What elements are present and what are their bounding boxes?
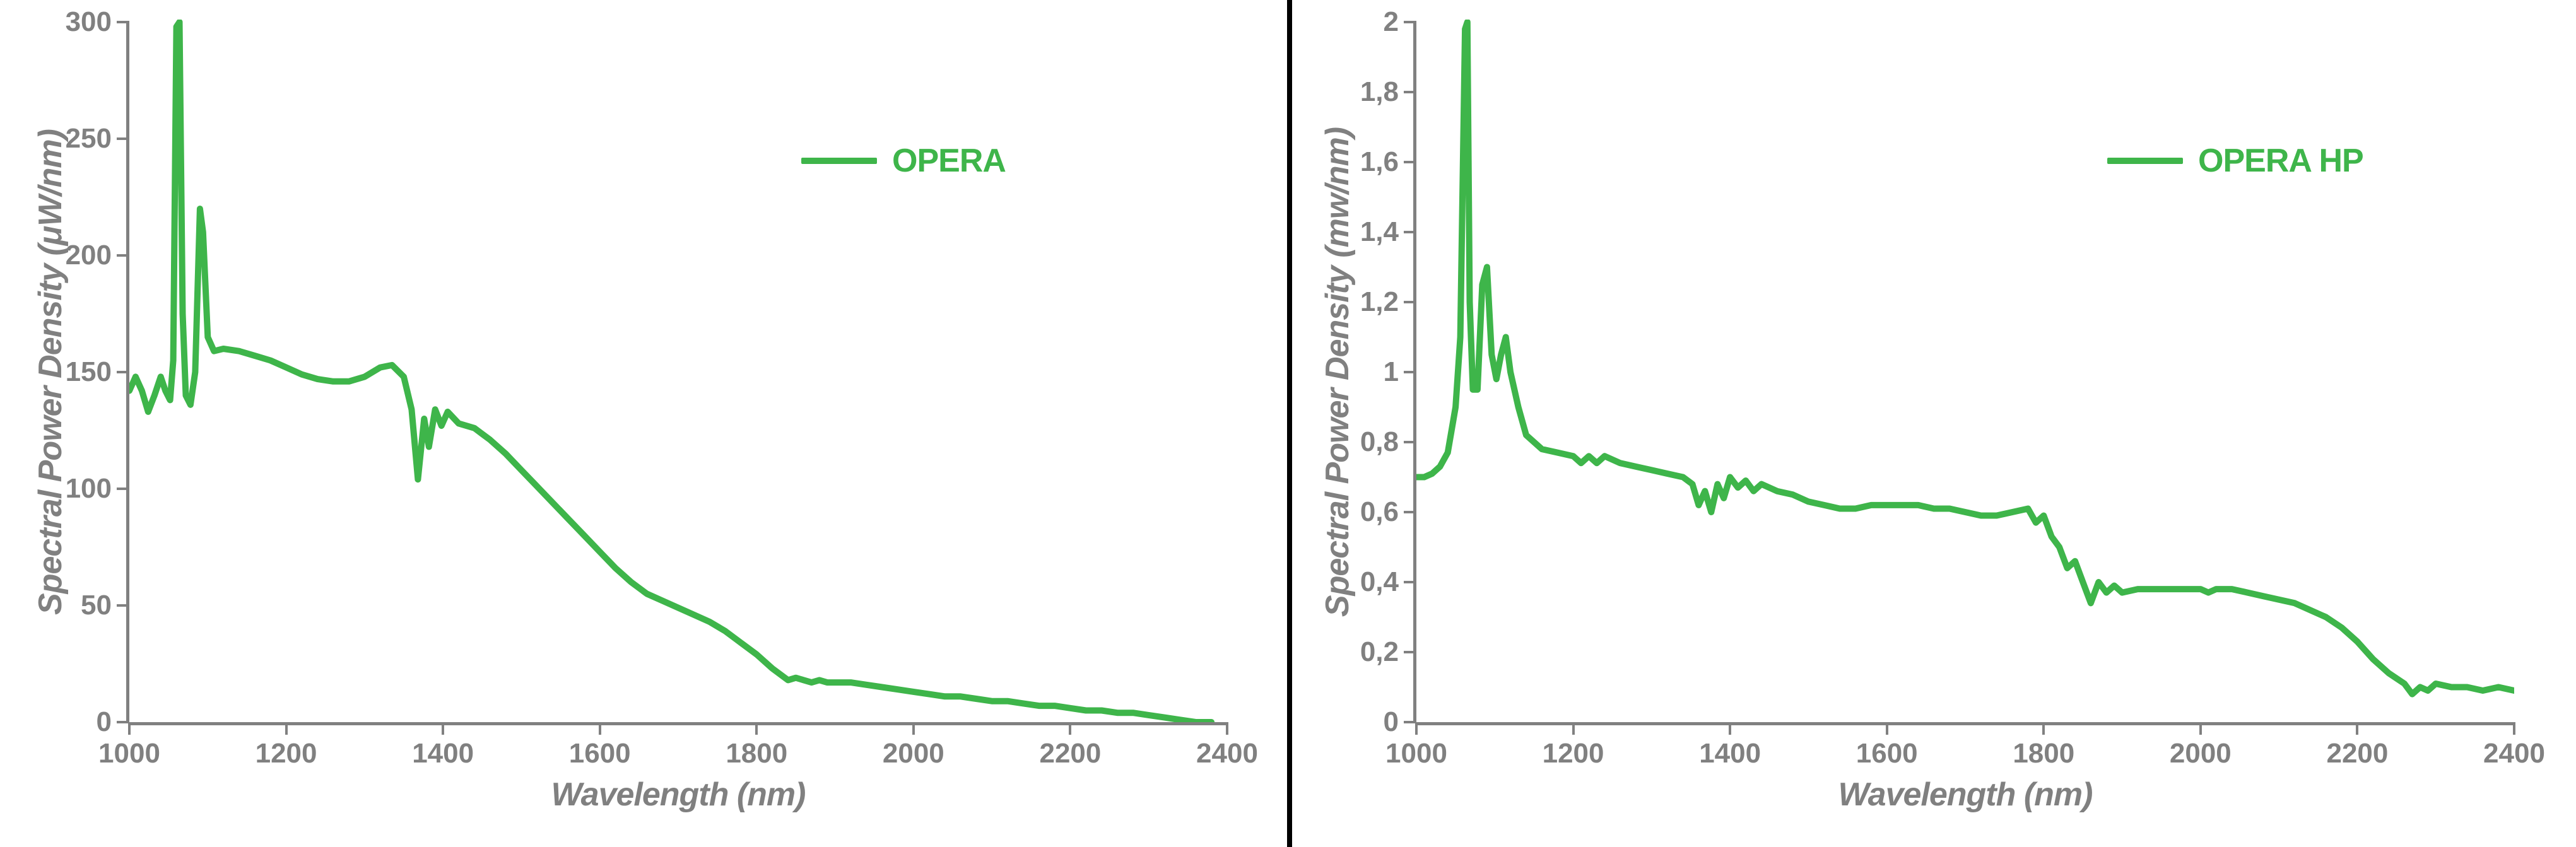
left-panel: 1000120014001600180020002200240005010015… xyxy=(0,0,1287,847)
right-panel: 1000120014001600180020002200240000,20,40… xyxy=(1287,0,2576,847)
spectrum-curve-opera-hp xyxy=(1287,0,2576,847)
spectrum-curve-opera xyxy=(0,0,1287,847)
figure-container: 1000120014001600180020002200240005010015… xyxy=(0,0,2576,847)
